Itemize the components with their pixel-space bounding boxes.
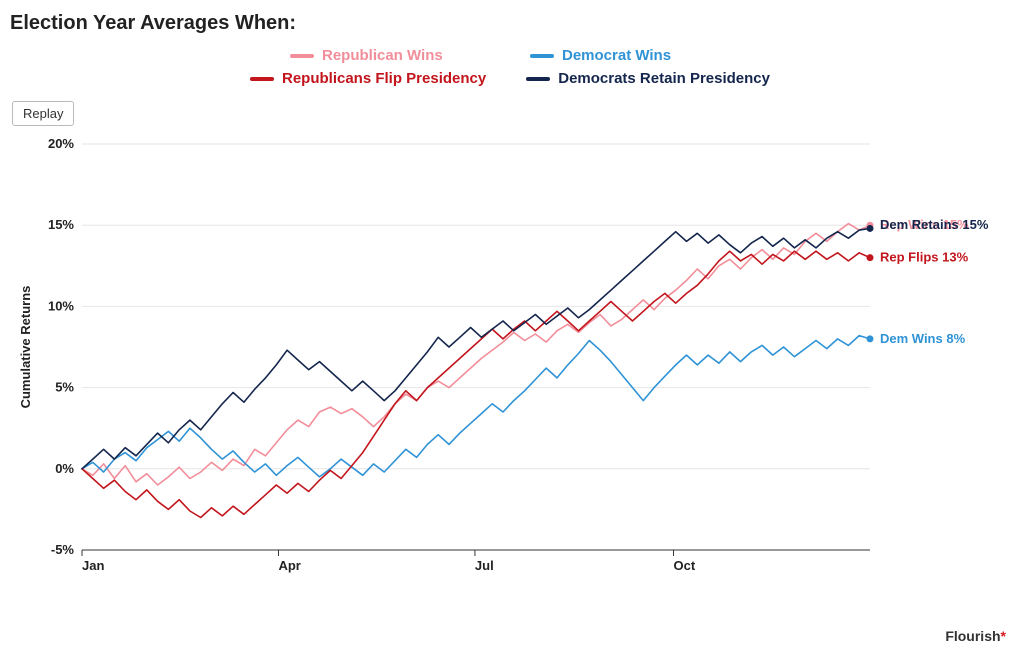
end-marker-dem_retains: [867, 225, 874, 232]
chart-legend: Republican Wins Democrat Wins Republicans …: [200, 47, 820, 87]
end-label-dem_wins: Dem Wins 8%: [880, 331, 966, 346]
series-rep_flips: [82, 251, 870, 517]
legend-label: Republicans Flip Presidency: [282, 70, 486, 87]
legend-label: Republican Wins: [322, 47, 443, 64]
y-tick-label: -5%: [51, 542, 75, 557]
legend-label: Democrat Wins: [562, 47, 671, 64]
end-label-dem_retains: Dem Retains 15%: [880, 217, 989, 232]
y-tick-label: 15%: [48, 217, 74, 232]
legend-swatch: [530, 54, 554, 58]
series-dem_wins: [82, 336, 870, 477]
legend-item-rep_wins[interactable]: Republican Wins: [290, 47, 490, 64]
y-tick-label: 10%: [48, 298, 74, 313]
y-tick-label: 0%: [55, 461, 74, 476]
end-marker-rep_flips: [867, 254, 874, 261]
legend-item-dem_retains[interactable]: Democrats Retain Presidency: [526, 70, 770, 87]
legend-swatch: [526, 77, 550, 81]
legend-item-dem_wins[interactable]: Democrat Wins: [530, 47, 730, 64]
chart-title: Election Year Averages When:: [0, 0, 1020, 43]
replay-button[interactable]: Replay: [12, 101, 74, 126]
y-axis-label: Cumulative Returns: [18, 286, 33, 409]
x-tick-label: Jan: [82, 558, 104, 573]
x-tick-label: Apr: [278, 558, 300, 573]
legend-item-rep_flips[interactable]: Republicans Flip Presidency: [250, 70, 486, 87]
line-chart-svg: -5% 0% 5% 10% 15% 20% Jan Apr Jul Oct Cumulative R…: [0, 126, 1020, 586]
series-rep_wins: [82, 224, 870, 485]
footer-credit: Flourish*: [945, 628, 1006, 644]
legend-swatch: [250, 77, 274, 81]
legend-label: Democrats Retain Presidency: [558, 70, 770, 87]
series-dem_retains: [82, 228, 870, 468]
end-label-rep_flips: Rep Flips 13%: [880, 250, 969, 265]
y-tick-label: 20%: [48, 136, 74, 151]
y-tick-label: 5%: [55, 380, 74, 395]
x-tick-label: Oct: [674, 558, 696, 573]
chart-area: -5% 0% 5% 10% 15% 20% Jan Apr Jul Oct Cumulative R…: [0, 126, 1020, 586]
end-marker-dem_wins: [867, 335, 874, 342]
x-tick-label: Jul: [475, 558, 494, 573]
legend-swatch: [290, 54, 314, 58]
